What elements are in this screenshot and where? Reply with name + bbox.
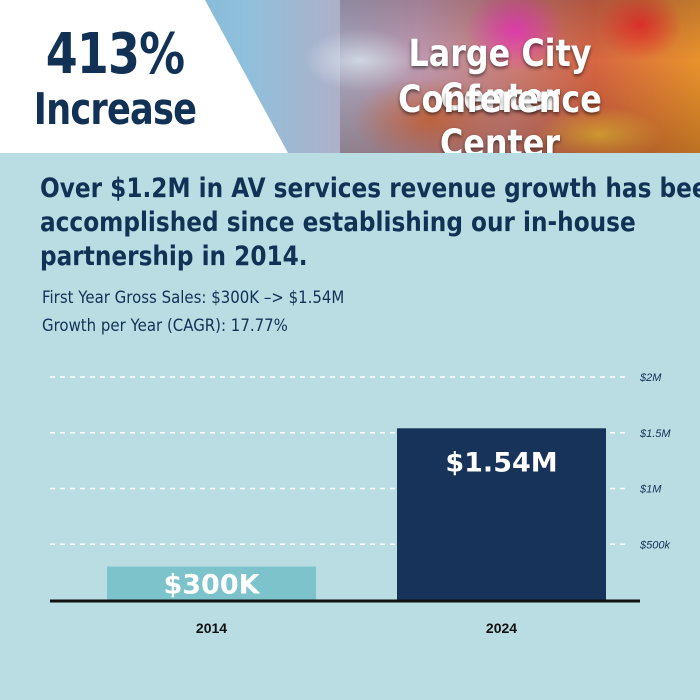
headline-line2: accomplished since establishing our in-h… — [40, 207, 636, 238]
x-tick-label-2014: 2014 — [196, 620, 227, 636]
header-banner: 413% Increase Large City Center Conferen… — [0, 0, 700, 153]
cagr-text: Growth per Year (CAGR): 17.77% — [42, 316, 288, 336]
venue-photo-overlay — [340, 0, 700, 153]
y-tick-label: $500k — [639, 539, 670, 551]
x-tick-label-2024: 2024 — [486, 620, 517, 636]
venue-title-line1: Large City Center — [408, 32, 592, 119]
increase-percent: 413% — [45, 22, 185, 87]
venue-title-line2: Conference Center — [398, 78, 602, 153]
revenue-bar-chart: $500k $1M $1.5M $2M $300K 2014 $1.54M 2024 — [50, 372, 671, 636]
increase-label: Increase — [33, 84, 197, 135]
headline-line3: partnership in 2014. — [40, 241, 308, 272]
y-tick-label: $2M — [639, 372, 662, 384]
bar-2024 — [397, 428, 606, 600]
y-tick-label: $1.5M — [639, 428, 671, 440]
headline-line1: Over $1.2M in AV services revenue growth… — [40, 173, 700, 204]
bars: $300K 2014 $1.54M 2024 — [107, 428, 606, 636]
first-year-sales: First Year Gross Sales: $300K –> $1.54M — [42, 288, 345, 308]
headline: Over $1.2M in AV services revenue growth… — [40, 172, 700, 274]
y-tick-label: $1M — [639, 484, 662, 496]
data-label-2024: $1.54M — [445, 447, 557, 478]
data-label-2014: $300K — [163, 570, 260, 601]
bar-2014 — [107, 566, 316, 600]
